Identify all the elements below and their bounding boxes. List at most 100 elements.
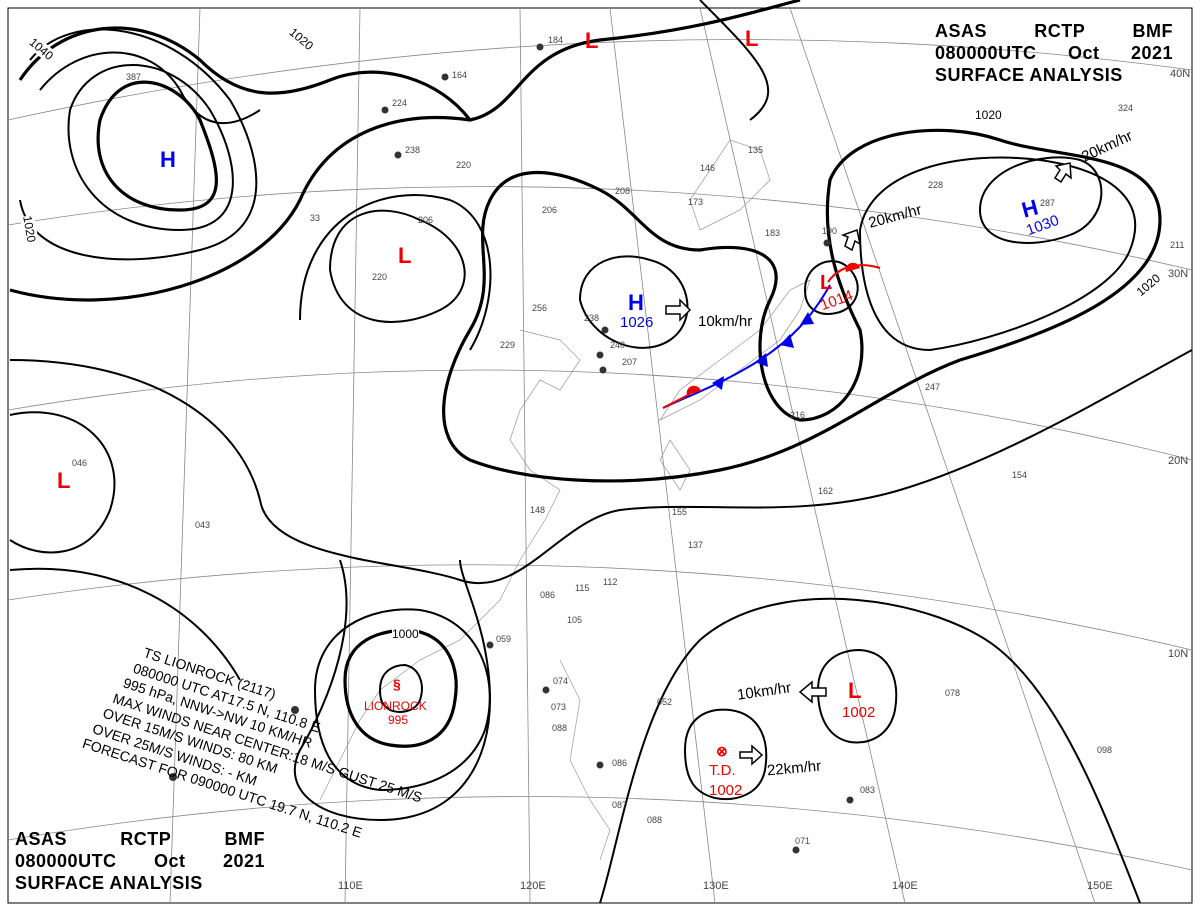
station-pressure: 387	[126, 72, 142, 82]
station-pressure: 046	[72, 458, 88, 468]
low-center: L	[398, 243, 412, 268]
station-pressure: 073	[551, 702, 567, 712]
title: SURFACE ANALYSIS	[15, 873, 203, 893]
warm-front-symbol	[686, 385, 701, 395]
warm-front-symbol	[845, 262, 860, 272]
station-pressure: 216	[790, 410, 806, 420]
tropical-storm-icon: §	[393, 676, 401, 692]
office: BMF	[1132, 21, 1173, 41]
station-pressure: 211	[1170, 240, 1185, 250]
station-markers	[169, 43, 854, 854]
lon-label: 130E	[703, 880, 729, 892]
low-center: L	[745, 26, 759, 51]
station-pressure: 220	[456, 160, 472, 170]
station-pressure: 238	[584, 313, 600, 323]
year: 2021	[1130, 43, 1173, 63]
motion-arrows	[665, 162, 1072, 766]
station-pressure: 098	[1097, 745, 1113, 755]
graticule	[7, 7, 1193, 904]
station-pressure: 086	[540, 590, 556, 600]
lon-label: 150E	[1087, 880, 1113, 892]
station-pressure: 148	[530, 505, 546, 515]
arrow-icon	[798, 680, 827, 704]
low-center: L	[585, 28, 599, 53]
td-label: T.D.	[709, 762, 736, 779]
station-pressure: 224	[392, 98, 408, 108]
station-pressure: 052	[657, 697, 673, 707]
time: 080000UTC	[15, 851, 117, 871]
month: Oct	[154, 851, 186, 871]
agency: ASAS	[15, 829, 68, 849]
arrow-icon	[739, 744, 764, 766]
year: 2021	[222, 851, 265, 871]
typhoon-pressure: 995	[388, 713, 409, 727]
station-pressure: 287	[1040, 198, 1056, 208]
cold-front-symbol	[800, 312, 814, 325]
lat-label: 30N	[1168, 268, 1189, 280]
header-bottom-left: ASAS RCTP BMF 080000UTC Oct 2021 SURFACE ANA…	[15, 828, 265, 894]
time: 080000UTC	[935, 43, 1037, 63]
low-center: L	[57, 468, 71, 493]
coastlines	[319, 139, 811, 861]
station-pressure: 207	[622, 357, 638, 367]
high-center: H	[160, 147, 176, 172]
agency: ASAS	[935, 21, 988, 41]
station-pressure: 256	[532, 303, 548, 313]
station-pressure: 33	[310, 213, 321, 223]
cold-front-symbol	[755, 353, 768, 367]
station-pressure: 184	[548, 35, 564, 45]
motion-speed: 10km/hr	[698, 313, 753, 330]
station-pressure: 087	[612, 800, 628, 810]
arrow-icon	[665, 298, 692, 322]
station-pressure: 164	[452, 70, 468, 80]
station-pressure: 074	[553, 676, 569, 686]
high-center: H	[628, 290, 644, 315]
station-pressure: 154	[1012, 470, 1028, 480]
station: RCTP	[120, 829, 172, 849]
station-pressure: 324	[1118, 103, 1134, 113]
header-top-right: ASAS RCTP BMF 080000UTC Oct 2021 SURFACE ANA…	[935, 20, 1173, 86]
station-pressure: 088	[552, 723, 568, 733]
low-center: L	[848, 678, 862, 703]
stationary-cold-front	[662, 262, 881, 409]
station-pressure: 105	[567, 615, 583, 625]
station-pressure: 162	[818, 486, 834, 496]
station-pressure: 146	[700, 163, 716, 173]
low-pressure: 1002	[842, 704, 876, 721]
lon-label: 120E	[520, 880, 546, 892]
station-pressure: 247	[925, 382, 941, 392]
station-pressure: 228	[928, 180, 944, 190]
station-pressure: 208	[615, 186, 631, 196]
station-pressure: 155	[672, 507, 688, 517]
arrow-icon	[840, 229, 862, 252]
station-pressure: 059	[496, 634, 512, 644]
station-pressure: 043	[195, 520, 211, 530]
station-pressure: 086	[612, 758, 628, 768]
station-pressure: 112	[603, 577, 618, 587]
station-pressure: 229	[500, 340, 516, 350]
station-pressure: 183	[765, 228, 781, 238]
cold-front-symbol	[712, 376, 724, 390]
station-pressure: 190	[822, 226, 838, 236]
station-pressure: 206	[418, 215, 434, 225]
station-pressure: 071	[795, 836, 811, 846]
isobar-label: 1020	[975, 108, 1002, 122]
station-pressure: 238	[405, 145, 421, 155]
typhoon-name: LIONROCK	[364, 699, 427, 713]
station-pressure: 137	[688, 540, 704, 550]
cold-front-symbol	[780, 334, 794, 348]
station-pressure: 173	[688, 197, 704, 207]
station-pressure: 206	[542, 205, 558, 215]
arrow-icon	[1053, 162, 1072, 184]
station-pressure: 088	[647, 815, 663, 825]
month: Oct	[1068, 43, 1100, 63]
low-center: L	[820, 272, 833, 294]
lon-label: 110E	[338, 880, 363, 892]
high-pressure: 1026	[620, 314, 654, 331]
title: SURFACE ANALYSIS	[935, 65, 1123, 85]
lat-label: 10N	[1168, 648, 1189, 660]
station-pressure: 240	[610, 340, 626, 350]
station-pressure: 078	[945, 688, 961, 698]
